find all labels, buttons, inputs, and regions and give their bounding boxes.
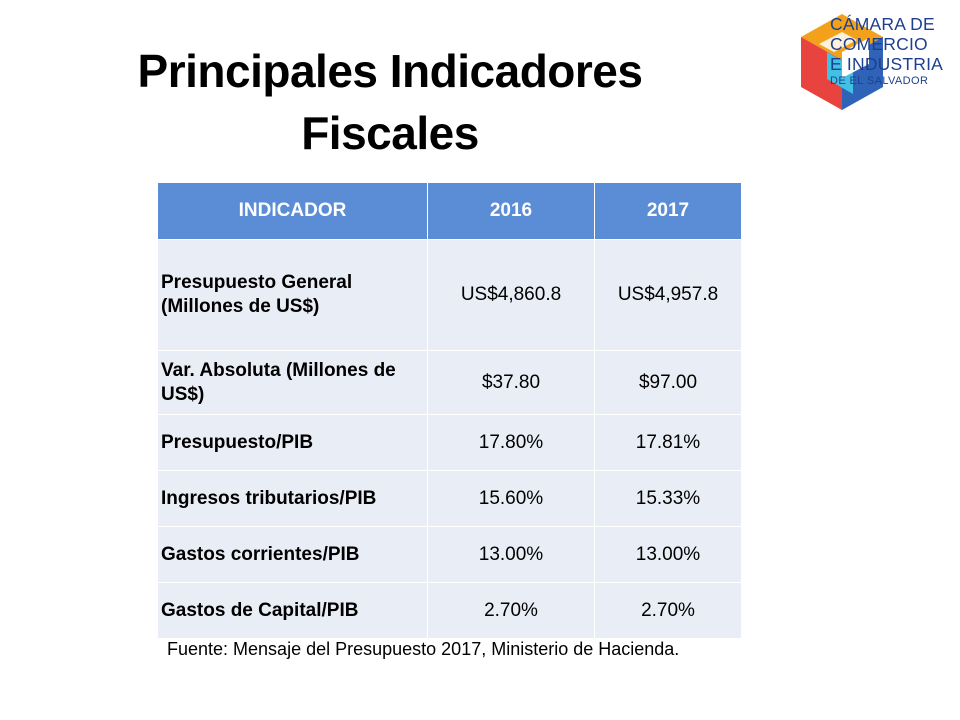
row-label: Gastos corrientes/PIB (157, 526, 428, 583)
value-2016: US$4,860.8 (427, 239, 595, 351)
logo-line-4: DE EL SALVADOR (830, 75, 929, 87)
chamber-logo-text: CÁMARA DE COMERCIO E INDUSTRIA DE EL SAL… (830, 14, 950, 88)
logo-line-2: COMERCIO (830, 34, 928, 54)
table-row: Presupuesto General (Millones de US$) US… (157, 239, 742, 351)
logo-line-3: E INDUSTRIA (830, 54, 944, 74)
page-title-line-2: Fiscales (301, 107, 479, 159)
value-2016: 2.70% (427, 582, 595, 639)
table-row: Ingresos tributarios/PIB 15.60% 15.33% (157, 470, 742, 527)
value-2017: 17.81% (594, 414, 742, 471)
logo-line-1: CÁMARA DE (830, 14, 935, 34)
row-label: Ingresos tributarios/PIB (157, 470, 428, 527)
value-2016: $37.80 (427, 350, 595, 415)
table-row: Gastos de Capital/PIB 2.70% 2.70% (157, 582, 742, 639)
value-2016: 17.80% (427, 414, 595, 471)
source-note: Fuente: Mensaje del Presupuesto 2017, Mi… (167, 639, 680, 659)
header-2017: 2017 (594, 182, 742, 240)
header-indicator: INDICADOR (157, 182, 428, 240)
value-2016: 15.60% (427, 470, 595, 527)
value-2016: 13.00% (427, 526, 595, 583)
table-row: Gastos corrientes/PIB 13.00% 13.00% (157, 526, 742, 583)
row-label: Presupuesto General (Millones de US$) (157, 239, 428, 351)
table-row: Presupuesto/PIB 17.80% 17.81% (157, 414, 742, 471)
header-2016: 2016 (427, 182, 595, 240)
table-header-row: INDICADOR 2016 2017 (157, 182, 742, 240)
value-2017: 15.33% (594, 470, 742, 527)
page-title: Principales Indicadores Fiscales (100, 40, 680, 164)
indicators-table: INDICADOR 2016 2017 Presupuesto General … (157, 182, 742, 639)
value-2017: 2.70% (594, 582, 742, 639)
row-label: Gastos de Capital/PIB (157, 582, 428, 639)
value-2017: US$4,957.8 (594, 239, 742, 351)
table-row: Var. Absoluta (Millones de US$) $37.80 $… (157, 350, 742, 415)
value-2017: 13.00% (594, 526, 742, 583)
value-2017: $97.00 (594, 350, 742, 415)
row-label: Presupuesto/PIB (157, 414, 428, 471)
chamber-logo-icon (801, 14, 883, 110)
page-title-line-1: Principales Indicadores (137, 45, 643, 97)
row-label: Var. Absoluta (Millones de US$) (157, 350, 428, 415)
